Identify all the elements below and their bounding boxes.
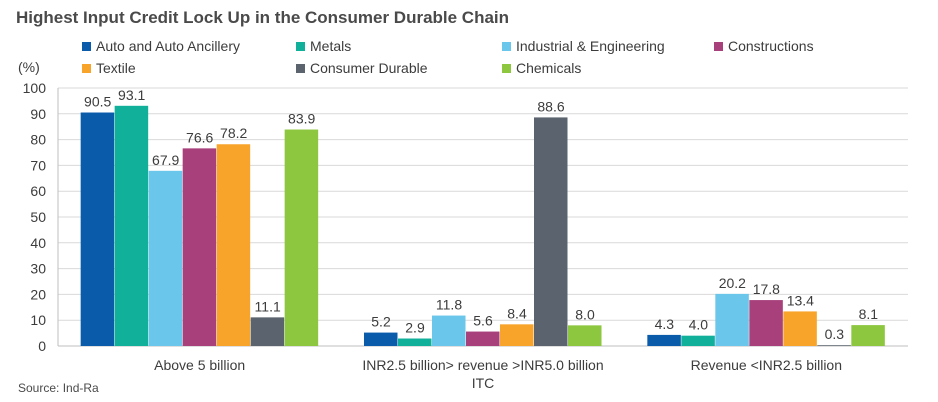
legend-label: Industrial & Engineering [516,38,665,54]
data-label: 8.4 [507,305,527,321]
bar [681,335,715,346]
bar [80,112,115,346]
category-label: Revenue <INR2.5 billion [691,357,842,373]
y-tick-label: 40 [30,235,46,251]
bar [398,338,432,346]
bar [432,315,466,346]
data-label: 13.4 [787,292,814,308]
bar [715,293,749,346]
legend-label: Chemicals [516,60,582,76]
data-label: 17.8 [753,281,780,297]
data-label: 4.0 [689,317,709,333]
data-label: 11.8 [436,297,462,313]
bar [148,170,183,346]
data-label: 8.1 [859,306,879,322]
y-tick-label: 60 [30,183,46,199]
bar [284,129,319,346]
legend-item: Metals [296,38,351,54]
bar [216,144,251,346]
bar [114,105,149,346]
legend-swatch [296,41,305,51]
bar [851,325,885,346]
category-label: INR2.5 billion> revenue >INR5.0 billion [362,357,603,373]
data-label: 67.9 [152,152,179,168]
legend-label: Auto and Auto Ancillery [96,38,240,54]
legend-item: Auto and Auto Ancillery [82,38,240,54]
bar [647,334,681,346]
data-label: 76.6 [186,129,213,145]
y-tick-label: 50 [30,209,46,225]
legend-swatch [502,41,511,51]
data-label: 4.3 [655,316,675,332]
data-label: 5.6 [473,313,493,329]
y-tick-label: 100 [23,80,47,96]
y-tick-label: 90 [30,106,46,122]
legend-label: Metals [310,38,352,54]
legend-item: Textile [82,60,136,76]
bar [500,324,534,346]
y-tick-label: 10 [30,312,46,328]
data-label: 83.9 [288,111,315,127]
data-label: 93.1 [118,87,145,103]
legend-swatch [714,41,723,51]
legend-item: Industrial & Engineering [502,38,665,54]
y-tick-label: 20 [30,286,46,302]
y-tick-label: 0 [38,338,46,354]
legend-swatch [296,63,305,73]
category-label: ITC [472,375,495,391]
legend-swatch [502,63,511,73]
y-axis-label: (%) [18,59,40,75]
data-label: 88.6 [537,98,564,114]
data-label: 5.2 [371,314,391,330]
bar [817,345,851,346]
data-label: 78.2 [220,125,247,141]
legend-swatch [82,63,91,73]
category-label: Above 5 billion [154,357,245,373]
source-note: Source: Ind-Ra [18,381,99,395]
data-label: 90.5 [84,94,111,110]
bar [783,311,817,346]
data-label: 0.3 [825,326,845,342]
legend-item: Chemicals [502,60,581,76]
legend-label: Constructions [728,38,814,54]
legend-item: Consumer Durable [296,60,428,76]
chart-title: Highest Input Credit Lock Up in the Cons… [16,8,510,27]
y-tick-label: 70 [30,157,46,173]
data-label: 20.2 [719,275,746,291]
y-tick-label: 30 [30,261,46,277]
data-label: 2.9 [405,320,425,336]
bar [466,331,500,346]
legend-label: Consumer Durable [310,60,428,76]
data-label: 8.0 [575,306,595,322]
legend-item: Constructions [714,38,814,54]
y-tick-label: 80 [30,132,46,148]
data-label: 11.1 [255,298,281,314]
bar [364,332,398,346]
legend-swatch [82,41,91,51]
bar [534,117,568,346]
bar [250,317,285,346]
legend-label: Textile [96,60,136,76]
bar [568,325,602,346]
bar [182,148,217,346]
bar [749,300,783,346]
